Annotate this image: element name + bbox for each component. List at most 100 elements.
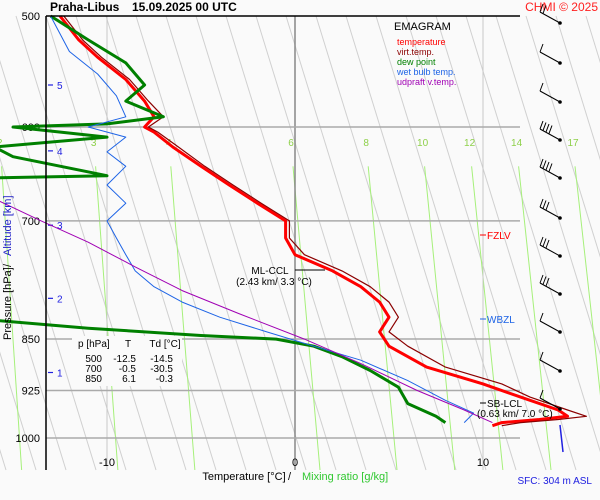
- table-cell: 700: [85, 364, 102, 375]
- fzlv-label: FZLV: [487, 231, 511, 242]
- wind-barb: [539, 3, 562, 25]
- table-header: Td [°C]: [149, 339, 180, 350]
- wind-barb: [539, 120, 562, 142]
- barb-staff: [539, 11, 561, 24]
- mixing-ratio-label: 12: [464, 138, 476, 149]
- barb-staff: [539, 90, 561, 103]
- x-tick-label: -10: [99, 457, 115, 469]
- barb-staff: [539, 282, 561, 295]
- wind-barb: [539, 82, 562, 104]
- altitude-tick-label: 5: [57, 81, 63, 92]
- station-title: Praha-Libus: [50, 0, 120, 14]
- wind-barb: [539, 312, 562, 334]
- dry-adiabat: [75, 15, 217, 471]
- barb-staff: [539, 397, 561, 410]
- legend-title: EMAGRAM: [394, 21, 451, 33]
- y-axis-label: Pressure [hPa]: [2, 267, 14, 340]
- barb-staff: [539, 166, 561, 179]
- mixing-ratio-label: 17: [567, 138, 579, 149]
- series-udpraft-v-temp-: [0, 200, 493, 424]
- x-axis-label-2: Mixing ratio [g/kg]: [302, 471, 388, 483]
- dry-adiabat: [555, 15, 600, 161]
- mixing-ratio-line: [424, 166, 456, 471]
- table-cell: -12.5: [113, 354, 136, 365]
- y-tick-label: 1000: [16, 433, 40, 445]
- dry-adiabat: [345, 15, 487, 471]
- x-axis-sep: /: [288, 471, 292, 483]
- datetime-title: 15.09.2025 00 UTC: [132, 0, 237, 14]
- barb-staff: [539, 128, 561, 141]
- barb-flag: [539, 198, 544, 208]
- surface-elevation: SFC: 304 m ASL: [518, 476, 593, 487]
- wind-barbs: [539, 3, 564, 453]
- y-tick-label: 500: [22, 11, 40, 23]
- barb-flag: [539, 274, 544, 284]
- dry-adiabat: [45, 15, 187, 471]
- mixing-ratio-label: 2: [0, 138, 3, 149]
- altitude-tick-label: 3: [57, 221, 63, 232]
- barb-flag: [542, 276, 547, 285]
- mixing-ratio-label: 6: [288, 138, 294, 149]
- dry-adiabat: [495, 15, 600, 355]
- barb-staff: [539, 206, 561, 219]
- mixing-ratio-label: 14: [511, 138, 523, 149]
- barb-flag: [548, 125, 553, 134]
- mixing-ratio-line: [574, 166, 600, 396]
- barb-flag: [539, 389, 544, 399]
- dry-adiabat: [165, 15, 307, 471]
- wind-barb: [539, 389, 562, 411]
- legend-item: wet bulb temp.: [396, 67, 456, 77]
- mixing-ratio-line: [367, 166, 398, 471]
- altitude-tick-label: 2: [57, 294, 63, 305]
- y-axis-label-2: Altitude [km]: [2, 195, 14, 256]
- barb-flag: [539, 351, 544, 361]
- barb-flag: [539, 158, 544, 168]
- dry-adiabat: [435, 15, 577, 471]
- legend-item: temperature: [397, 37, 446, 47]
- barb-staff: [539, 359, 561, 372]
- dry-adiabat: [0, 351, 37, 471]
- dry-adiabat: [15, 15, 157, 471]
- dry-adiabat: [105, 15, 247, 471]
- y-tick-label: 700: [22, 216, 40, 228]
- dry-adiabat: [0, 59, 127, 471]
- altitude-tick-label: 1: [57, 369, 63, 380]
- barb-staff: [539, 51, 561, 64]
- dry-adiabat: [525, 15, 600, 258]
- surface-wind-line: [559, 424, 564, 453]
- grid: 0.40.611.42346810121417202530-30-20-1001…: [0, 11, 600, 471]
- copyright: CHMI © 2025: [525, 0, 598, 14]
- dry-adiabat: [375, 15, 517, 471]
- barb-flag: [542, 238, 547, 247]
- barb-staff: [539, 244, 561, 257]
- x-tick-label: 10: [477, 457, 489, 469]
- barb-staff: [539, 320, 561, 333]
- series-group: [0, 14, 587, 428]
- table-cell: 850: [85, 374, 102, 385]
- y-tick-label: 925: [22, 386, 40, 398]
- dry-adiabat: [225, 15, 367, 471]
- x-tick-label: 0: [292, 457, 298, 469]
- series-wet-bulb-temp-: [50, 15, 475, 423]
- mixing-ratio-line: [292, 166, 321, 471]
- series-virt-temp-: [63, 15, 587, 427]
- y-tick-label: 850: [22, 334, 40, 346]
- barb-flag: [545, 277, 550, 287]
- dry-adiabat: [585, 15, 600, 64]
- barb-flag: [545, 161, 550, 171]
- dry-adiabat: [135, 15, 277, 471]
- dry-adiabat: [0, 254, 67, 471]
- legend-item: dew point: [397, 57, 436, 67]
- wind-barb: [539, 158, 562, 180]
- ml-ccl-detail: (2.43 km/ 3.3 °C): [236, 277, 312, 288]
- frame: [45, 15, 520, 470]
- wind-barb: [539, 198, 562, 220]
- y-axis-sep: /: [2, 263, 14, 267]
- annotations: ML-CCL(2.43 km/ 3.3 °C) FZLV WBZL SB-LCL(0.…: [236, 231, 553, 420]
- dry-adiabat: [405, 15, 547, 471]
- x-axis-label: Temperature [°C]: [202, 471, 285, 483]
- wind-barb: [539, 351, 562, 373]
- dry-adiabat: [465, 15, 600, 453]
- mixing-ratio-line: [471, 166, 504, 471]
